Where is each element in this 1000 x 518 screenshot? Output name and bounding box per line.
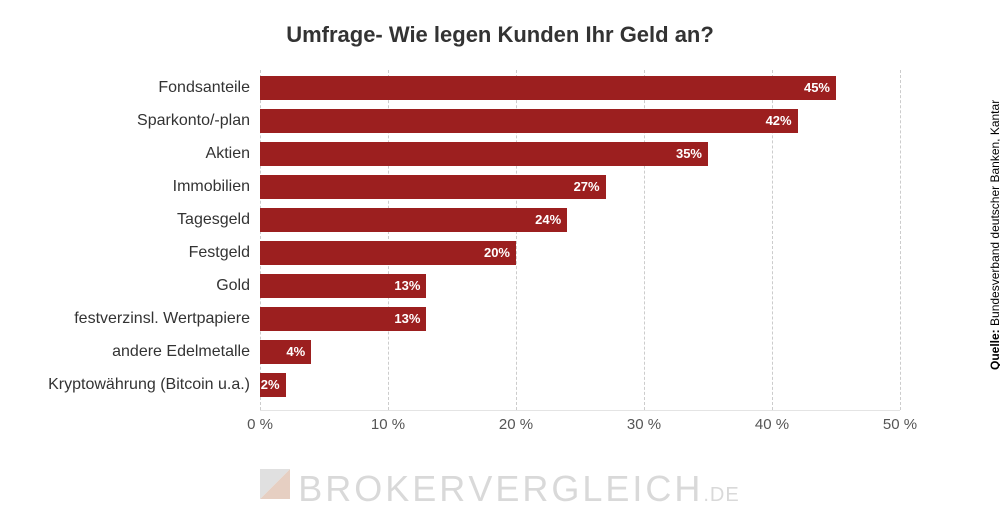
- bar-row: Aktien35%: [260, 142, 900, 166]
- bar-label: Tagesgeld: [10, 208, 250, 232]
- watermark: BROKERVERGLEICH.DE: [0, 468, 1000, 510]
- bar-label: andere Edelmetalle: [10, 340, 250, 364]
- bar: 13%: [260, 274, 426, 298]
- bar-value: 24%: [535, 208, 561, 232]
- bar-row: Festgeld20%: [260, 241, 900, 265]
- chart-title: Umfrage- Wie legen Kunden Ihr Geld an?: [0, 0, 1000, 68]
- bar: 2%: [260, 373, 286, 397]
- bar-row: Tagesgeld24%: [260, 208, 900, 232]
- bar-label: Sparkonto/-plan: [10, 109, 250, 133]
- watermark-logo-icon: [260, 469, 290, 499]
- x-axis-tick: 50 %: [883, 416, 917, 433]
- bar-label: Kryptowährung (Bitcoin u.a.): [10, 373, 250, 397]
- bar: 42%: [260, 109, 798, 133]
- bar-value: 20%: [484, 241, 510, 265]
- bar-row: Fondsanteile45%: [260, 76, 900, 100]
- source-label: Quelle:: [988, 329, 1000, 370]
- bar-label: Fondsanteile: [10, 76, 250, 100]
- bar-value: 13%: [394, 274, 420, 298]
- bar: 24%: [260, 208, 567, 232]
- bar-value: 4%: [286, 340, 305, 364]
- bar: 13%: [260, 307, 426, 331]
- chart-area: 0 %10 %20 %30 %40 %50 %Fondsanteile45%Sp…: [0, 70, 970, 450]
- watermark-brand-suffix: .DE: [703, 484, 739, 506]
- bar-row: festverzinsl. Wertpapiere13%: [260, 307, 900, 331]
- bar-value: 2%: [261, 373, 280, 397]
- bar: 20%: [260, 241, 516, 265]
- bar-row: Sparkonto/-plan42%: [260, 109, 900, 133]
- x-axis-tick: 30 %: [627, 416, 661, 433]
- bar-label: festverzinsl. Wertpapiere: [10, 307, 250, 331]
- x-axis-tick: 20 %: [499, 416, 533, 433]
- chart-plot: 0 %10 %20 %30 %40 %50 %Fondsanteile45%Sp…: [260, 70, 900, 410]
- watermark-brand-secondary: VERGLEICH: [468, 468, 703, 509]
- bar: 35%: [260, 142, 708, 166]
- bar-value: 45%: [804, 76, 830, 100]
- bar-label: Aktien: [10, 142, 250, 166]
- bar-row: Gold13%: [260, 274, 900, 298]
- bar-value: 42%: [766, 109, 792, 133]
- x-axis-line: [260, 410, 900, 411]
- x-axis-tick: 40 %: [755, 416, 789, 433]
- bar-value: 13%: [394, 307, 420, 331]
- x-axis-tick: 0 %: [247, 416, 273, 433]
- bar-row: Kryptowährung (Bitcoin u.a.)2%: [260, 373, 900, 397]
- bar-row: Immobilien27%: [260, 175, 900, 199]
- bar: 45%: [260, 76, 836, 100]
- bar-label: Immobilien: [10, 175, 250, 199]
- bar-value: 35%: [676, 142, 702, 166]
- bar-label: Gold: [10, 274, 250, 298]
- bar-row: andere Edelmetalle4%: [260, 340, 900, 364]
- gridline: [900, 70, 901, 410]
- x-axis-tick: 10 %: [371, 416, 405, 433]
- bar-value: 27%: [574, 175, 600, 199]
- bar: 27%: [260, 175, 606, 199]
- watermark-brand-main: BROKER: [298, 468, 468, 509]
- bar: 4%: [260, 340, 311, 364]
- source-citation: Quelle: Bundesverband deutscher Banken, …: [988, 90, 1000, 370]
- bar-label: Festgeld: [10, 241, 250, 265]
